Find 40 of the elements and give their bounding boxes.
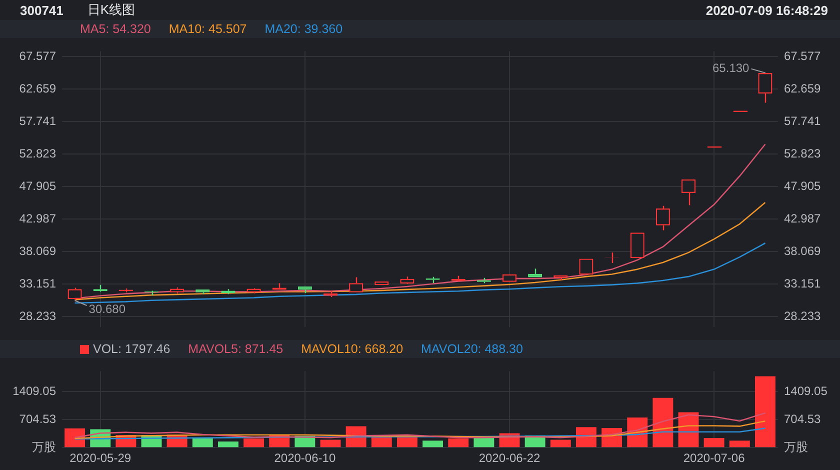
y-tick-label: 38.069	[19, 244, 56, 258]
y2-tick-label: 33.151	[784, 276, 822, 290]
y-tick-label: 67.577	[19, 48, 56, 63]
y-tick-label: 万股	[32, 440, 56, 454]
y-tick-label: 62.659	[19, 81, 56, 96]
legend-label: VOL: 1797.46	[93, 342, 170, 356]
chart-title: 300741	[20, 2, 64, 18]
text: MAVOL20: 488.30	[421, 342, 523, 356]
y-tick-label: 28.233	[19, 308, 56, 323]
y2-tick-label: 47.905	[784, 178, 822, 193]
y-tick-label: 47.905	[19, 178, 56, 193]
text: 2020-07-09 16:48:29	[706, 2, 828, 18]
text: MA10: 45.507	[168, 22, 247, 36]
y-tick-label: 42.987	[19, 211, 56, 226]
x-tick-label: 2020-06-22	[478, 451, 541, 466]
annotation: 30.680	[88, 302, 126, 316]
y-tick-label: 33.151	[19, 276, 56, 290]
text: MA20: 39.360	[264, 22, 343, 36]
y2-tick-label: 67.577	[784, 48, 822, 63]
y2-tick-label: 57.741	[784, 114, 822, 128]
y-tick-label: 57.741	[19, 114, 56, 128]
x-tick-label: 2020-05-29	[70, 451, 132, 466]
annotation: 65.130	[712, 61, 750, 76]
y2-tick-label: 62.659	[784, 81, 822, 96]
y2-tick-label: 28.233	[784, 308, 822, 323]
y2-tick-label: 万股	[784, 440, 808, 454]
y2-tick-label: 1409.05	[784, 384, 828, 398]
x-tick-label: 2020-06-10	[274, 451, 336, 466]
y2-tick-label: 38.069	[784, 244, 822, 258]
x-tick-label: 2020-07-06	[683, 451, 746, 466]
y-tick-label: 1409.05	[12, 384, 56, 398]
y2-tick-label: 52.823	[784, 146, 822, 160]
text: MAVOL10: 668.20	[301, 342, 404, 356]
y2-tick-label: 42.987	[784, 211, 822, 226]
y2-tick-label: 704.53	[784, 412, 822, 426]
text: MA5: 54.320	[80, 22, 151, 36]
y-tick-label: 704.53	[19, 412, 56, 426]
y-tick-label: 52.823	[19, 146, 56, 160]
chart-subtitle: 日K线图	[87, 1, 136, 19]
text: MAVOL5: 871.45	[188, 342, 284, 356]
